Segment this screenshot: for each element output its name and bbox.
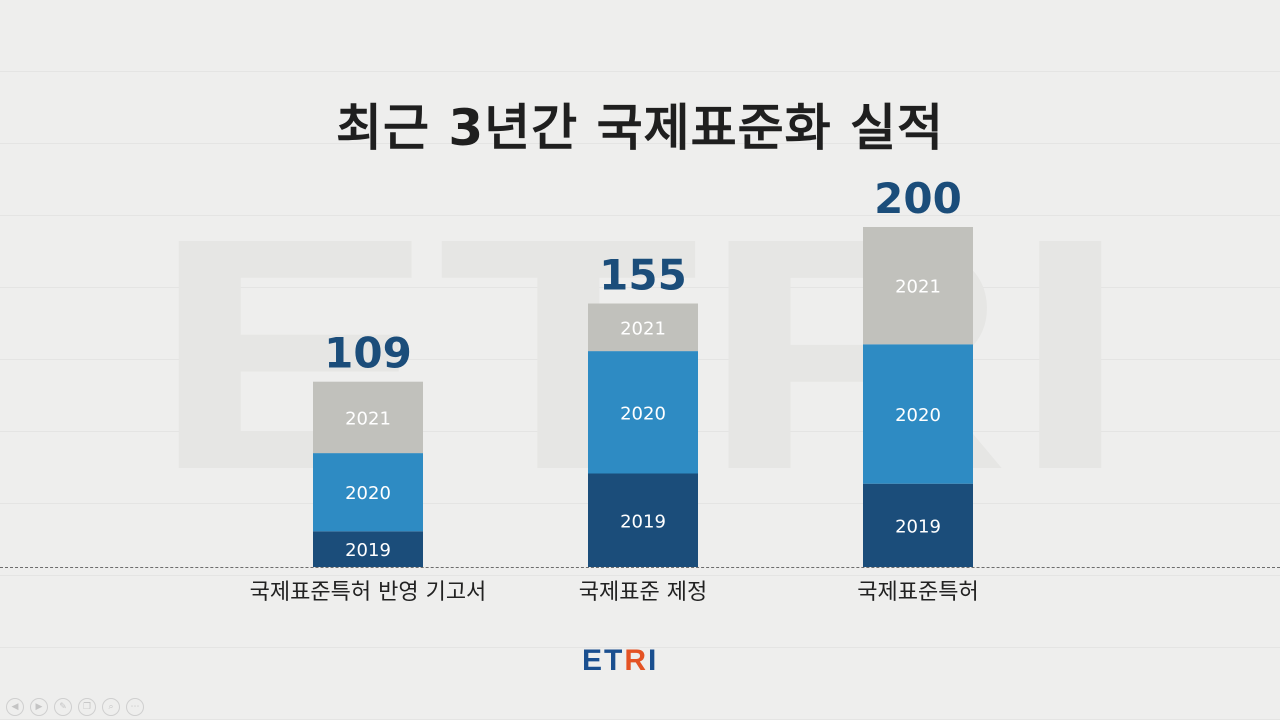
category-label: 국제표준특허 반영 기고서 [250,580,487,605]
bar-segment-2020 [863,344,973,484]
zoom-icon[interactable]: ⌕ [102,698,120,716]
etri-logo: ETRI [0,644,1280,680]
bar-segment-2020 [588,351,698,474]
bar-segment-2019 [863,483,973,567]
prev-icon[interactable]: ◀ [6,698,24,716]
segment-label-2019: 2019 [620,511,666,532]
chart-baseline [0,567,1280,568]
segment-label-2020: 2020 [895,405,941,426]
category-label: 국제표준특허 [857,580,978,605]
page-title: 최근 3년간 국제표준화 실적 [335,99,944,157]
segment-label-2021: 2021 [620,318,666,339]
play-icon[interactable]: ▶ [30,698,48,716]
bar-segment-2019 [313,531,423,567]
category-label: 국제표준 제정 [579,580,707,605]
segment-label-2019: 2019 [895,516,941,537]
bar-segment-2020 [313,453,423,532]
segment-label-2020: 2020 [620,403,666,424]
segment-label-2019: 2019 [345,540,391,561]
bar-total-label: 155 [599,251,687,300]
bar-segment-2021 [588,303,698,352]
bar-segment-2021 [313,381,423,454]
bar-total-label: 109 [324,329,412,378]
copy-icon[interactable]: ❐ [78,698,96,716]
bar-total-label: 200 [874,174,962,223]
pen-icon[interactable]: ✎ [54,698,72,716]
segment-label-2021: 2021 [895,277,941,298]
segment-label-2020: 2020 [345,483,391,504]
segment-label-2021: 2021 [345,408,391,429]
etri-logo-text: ETRI [582,644,658,676]
bar-segment-2019 [588,473,698,567]
slide-controls[interactable]: ◀ ▶ ✎ ❐ ⌕ ⋯ [6,698,144,716]
more-icon[interactable]: ⋯ [126,698,144,716]
bar-segment-2021 [863,227,973,345]
etri-logo-mark: ETRI [582,644,658,677]
